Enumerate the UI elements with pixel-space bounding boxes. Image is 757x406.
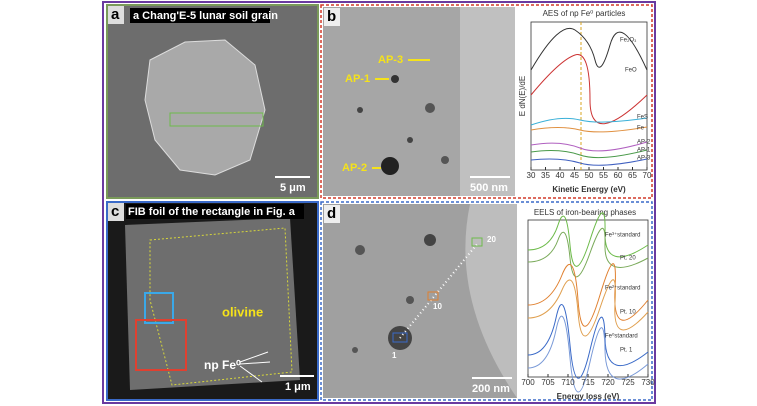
x-tick-label: 55 [599,171,608,180]
panel-title: a Chang'E-5 lunar soil grain [133,10,278,22]
curve-label: AP-2 [637,140,651,146]
x-tick-label: 725 [621,378,635,387]
x-label: Kinetic Energy (eV) [552,185,626,194]
x-tick-label: 720 [601,378,615,387]
x-tick-label: 35 [541,171,550,180]
curve-label: Pt. 10 [620,310,636,316]
x-tick-label: 70 [643,171,652,180]
x-tick-label: 715 [581,378,595,387]
x-tick-label: 40 [556,171,565,180]
curve-label: FeS [637,115,648,121]
marker: AP-3 [378,54,403,66]
grain [144,39,266,176]
mineral: olivine [222,304,263,319]
scale-label: 500 nm [470,182,508,194]
scale-label: 1 μm [285,381,311,393]
panel-label: a [111,6,120,23]
label-box [324,8,340,26]
plot-title: EELS of iron-bearing phases [534,208,636,217]
title-box [130,8,270,23]
x-tick-label: 45 [570,171,579,180]
panel-label: c [111,203,119,220]
curve-label: AP-3 [637,156,651,162]
curve-label: Fe³⁺standard [605,232,641,239]
point: 1 [392,351,397,360]
panel-title: FIB foil of the rectangle in Fig. a [128,206,296,218]
particles: np Fe⁰ [204,358,241,372]
point: 20 [487,235,496,244]
curve-label: FeO [625,68,637,74]
curve-label: Fe⁰standard [605,333,638,340]
x-tick-label: 705 [541,378,555,387]
scale-label: 5 μm [280,182,306,194]
marker: AP-2 [342,162,367,174]
x-tick-label: 60 [614,171,623,180]
x-tick-label: 700 [521,378,535,387]
y-label: E dN(E)/dE [518,76,527,116]
marker: AP-1 [345,73,370,85]
curve-label: Pt. 20 [620,256,636,262]
curve-label: Fe [637,126,645,132]
curve-label: AP-1 [637,148,651,154]
x-tick-label: 710 [561,378,575,387]
panel-label: b [327,8,336,25]
frame [102,1,656,404]
plot-title: AES of np Fe⁰ particles [543,9,626,18]
panel-label: d [327,205,336,222]
x-tick-label: 65 [628,171,637,180]
point: 10 [433,302,442,311]
x-tick-label: 50 [585,171,594,180]
x-label: Energy loss (eV) [557,392,620,401]
rim [460,7,515,196]
x-tick-label: 30 [527,171,536,180]
curve-label: Pt. 1 [620,348,633,354]
label-box [108,6,124,24]
curve-label: Fe₂O₃ [620,38,637,44]
rectangle [169,112,264,127]
x-tick-label: 730 [641,378,655,387]
curve-label: Fe²⁺standard [605,285,641,292]
foil [125,218,300,390]
scale-label: 200 nm [472,383,510,395]
